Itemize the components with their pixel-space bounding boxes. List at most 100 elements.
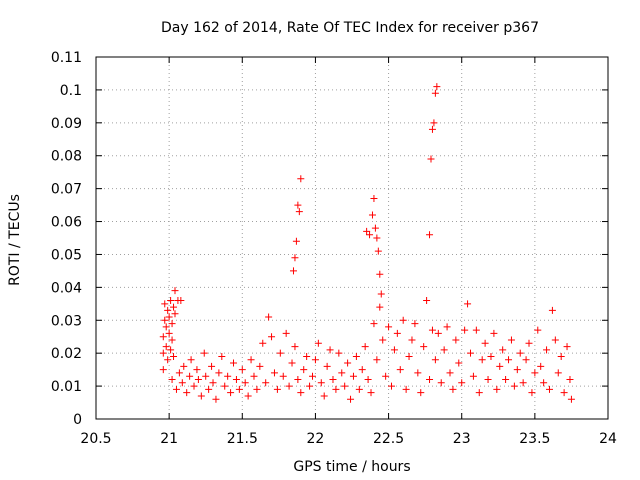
data-point: [221, 382, 229, 390]
data-point: [161, 300, 169, 308]
data-point: [472, 326, 480, 334]
data-point: [168, 320, 176, 328]
data-point: [387, 382, 395, 390]
data-point: [238, 366, 246, 374]
data-point: [543, 346, 551, 354]
data-point: [335, 349, 343, 357]
y-tick-label: 0.11: [51, 50, 82, 66]
data-point: [382, 372, 390, 380]
data-point: [235, 385, 243, 393]
data-point: [289, 267, 297, 275]
data-point: [288, 359, 296, 367]
data-point: [241, 379, 249, 387]
data-point: [431, 89, 439, 97]
data-point: [496, 362, 504, 370]
data-point: [311, 356, 319, 364]
data-point: [433, 83, 441, 91]
data-point: [371, 224, 379, 232]
y-tick-label: 0: [73, 412, 82, 428]
data-point: [159, 366, 167, 374]
data-point: [464, 300, 472, 308]
data-point: [499, 346, 507, 354]
y-tick-label: 0.04: [51, 280, 82, 296]
data-point: [230, 359, 238, 367]
data-point: [300, 366, 308, 374]
data-point: [484, 376, 492, 384]
data-point: [282, 329, 290, 337]
data-point: [437, 379, 445, 387]
y-tick-label: 0.01: [51, 379, 82, 395]
data-point: [443, 323, 451, 331]
data-point: [165, 313, 173, 321]
data-point: [379, 336, 387, 344]
data-point: [560, 389, 568, 397]
x-tick-label: 21: [160, 431, 178, 447]
data-point: [393, 329, 401, 337]
data-points: [159, 83, 575, 403]
data-point: [358, 366, 366, 374]
data-point: [178, 379, 186, 387]
x-tick-label: 24: [599, 431, 617, 447]
data-point: [291, 254, 299, 262]
data-point: [364, 376, 372, 384]
data-point: [376, 303, 384, 311]
data-point: [303, 352, 311, 360]
data-point: [487, 352, 495, 360]
data-point: [172, 385, 180, 393]
data-point: [294, 201, 302, 209]
data-point: [208, 362, 216, 370]
data-point: [370, 320, 378, 328]
data-point: [430, 119, 438, 127]
data-point: [297, 175, 305, 183]
data-point: [168, 376, 176, 384]
data-point: [440, 346, 448, 354]
data-point: [507, 336, 515, 344]
x-axis-label: GPS time / hours: [293, 459, 410, 475]
data-point: [377, 290, 385, 298]
data-point: [426, 376, 434, 384]
data-point: [227, 389, 235, 397]
data-point: [461, 326, 469, 334]
data-point: [510, 382, 518, 390]
data-point: [385, 323, 393, 331]
data-point: [525, 339, 533, 347]
data-point: [276, 349, 284, 357]
data-point: [355, 385, 363, 393]
data-point: [256, 362, 264, 370]
data-point: [390, 346, 398, 354]
data-point: [361, 343, 369, 351]
data-point: [279, 372, 287, 380]
data-point: [428, 125, 436, 133]
data-point: [262, 379, 270, 387]
data-point: [167, 346, 175, 354]
data-point: [367, 389, 375, 397]
data-point: [417, 389, 425, 397]
data-point: [513, 366, 521, 374]
data-point: [455, 359, 463, 367]
data-point: [373, 234, 381, 242]
data-point: [187, 356, 195, 364]
y-tick-label: 0.02: [51, 346, 82, 362]
data-point: [183, 389, 191, 397]
data-point: [317, 379, 325, 387]
data-point: [326, 346, 334, 354]
x-tick-labels: 20.5 21 21.5 22 22.5 23 23.5 24: [80, 431, 617, 447]
data-point: [332, 385, 340, 393]
data-point: [376, 270, 384, 278]
y-tick-labels: 0 0.01 0.02 0.03 0.04 0.05 0.06 0.07 0.08 0.09 0.1…: [51, 50, 82, 428]
plot-frame: [95, 56, 609, 420]
data-point: [323, 362, 331, 370]
data-point: [563, 343, 571, 351]
data-point: [306, 382, 314, 390]
grid-lines: [96, 57, 608, 419]
data-point: [505, 356, 513, 364]
data-point: [314, 339, 322, 347]
data-point: [294, 376, 302, 384]
data-point: [475, 389, 483, 397]
data-point: [215, 369, 223, 377]
data-point: [253, 385, 261, 393]
data-point: [557, 352, 565, 360]
data-point: [434, 329, 442, 337]
data-point: [540, 379, 548, 387]
data-point: [186, 372, 194, 380]
